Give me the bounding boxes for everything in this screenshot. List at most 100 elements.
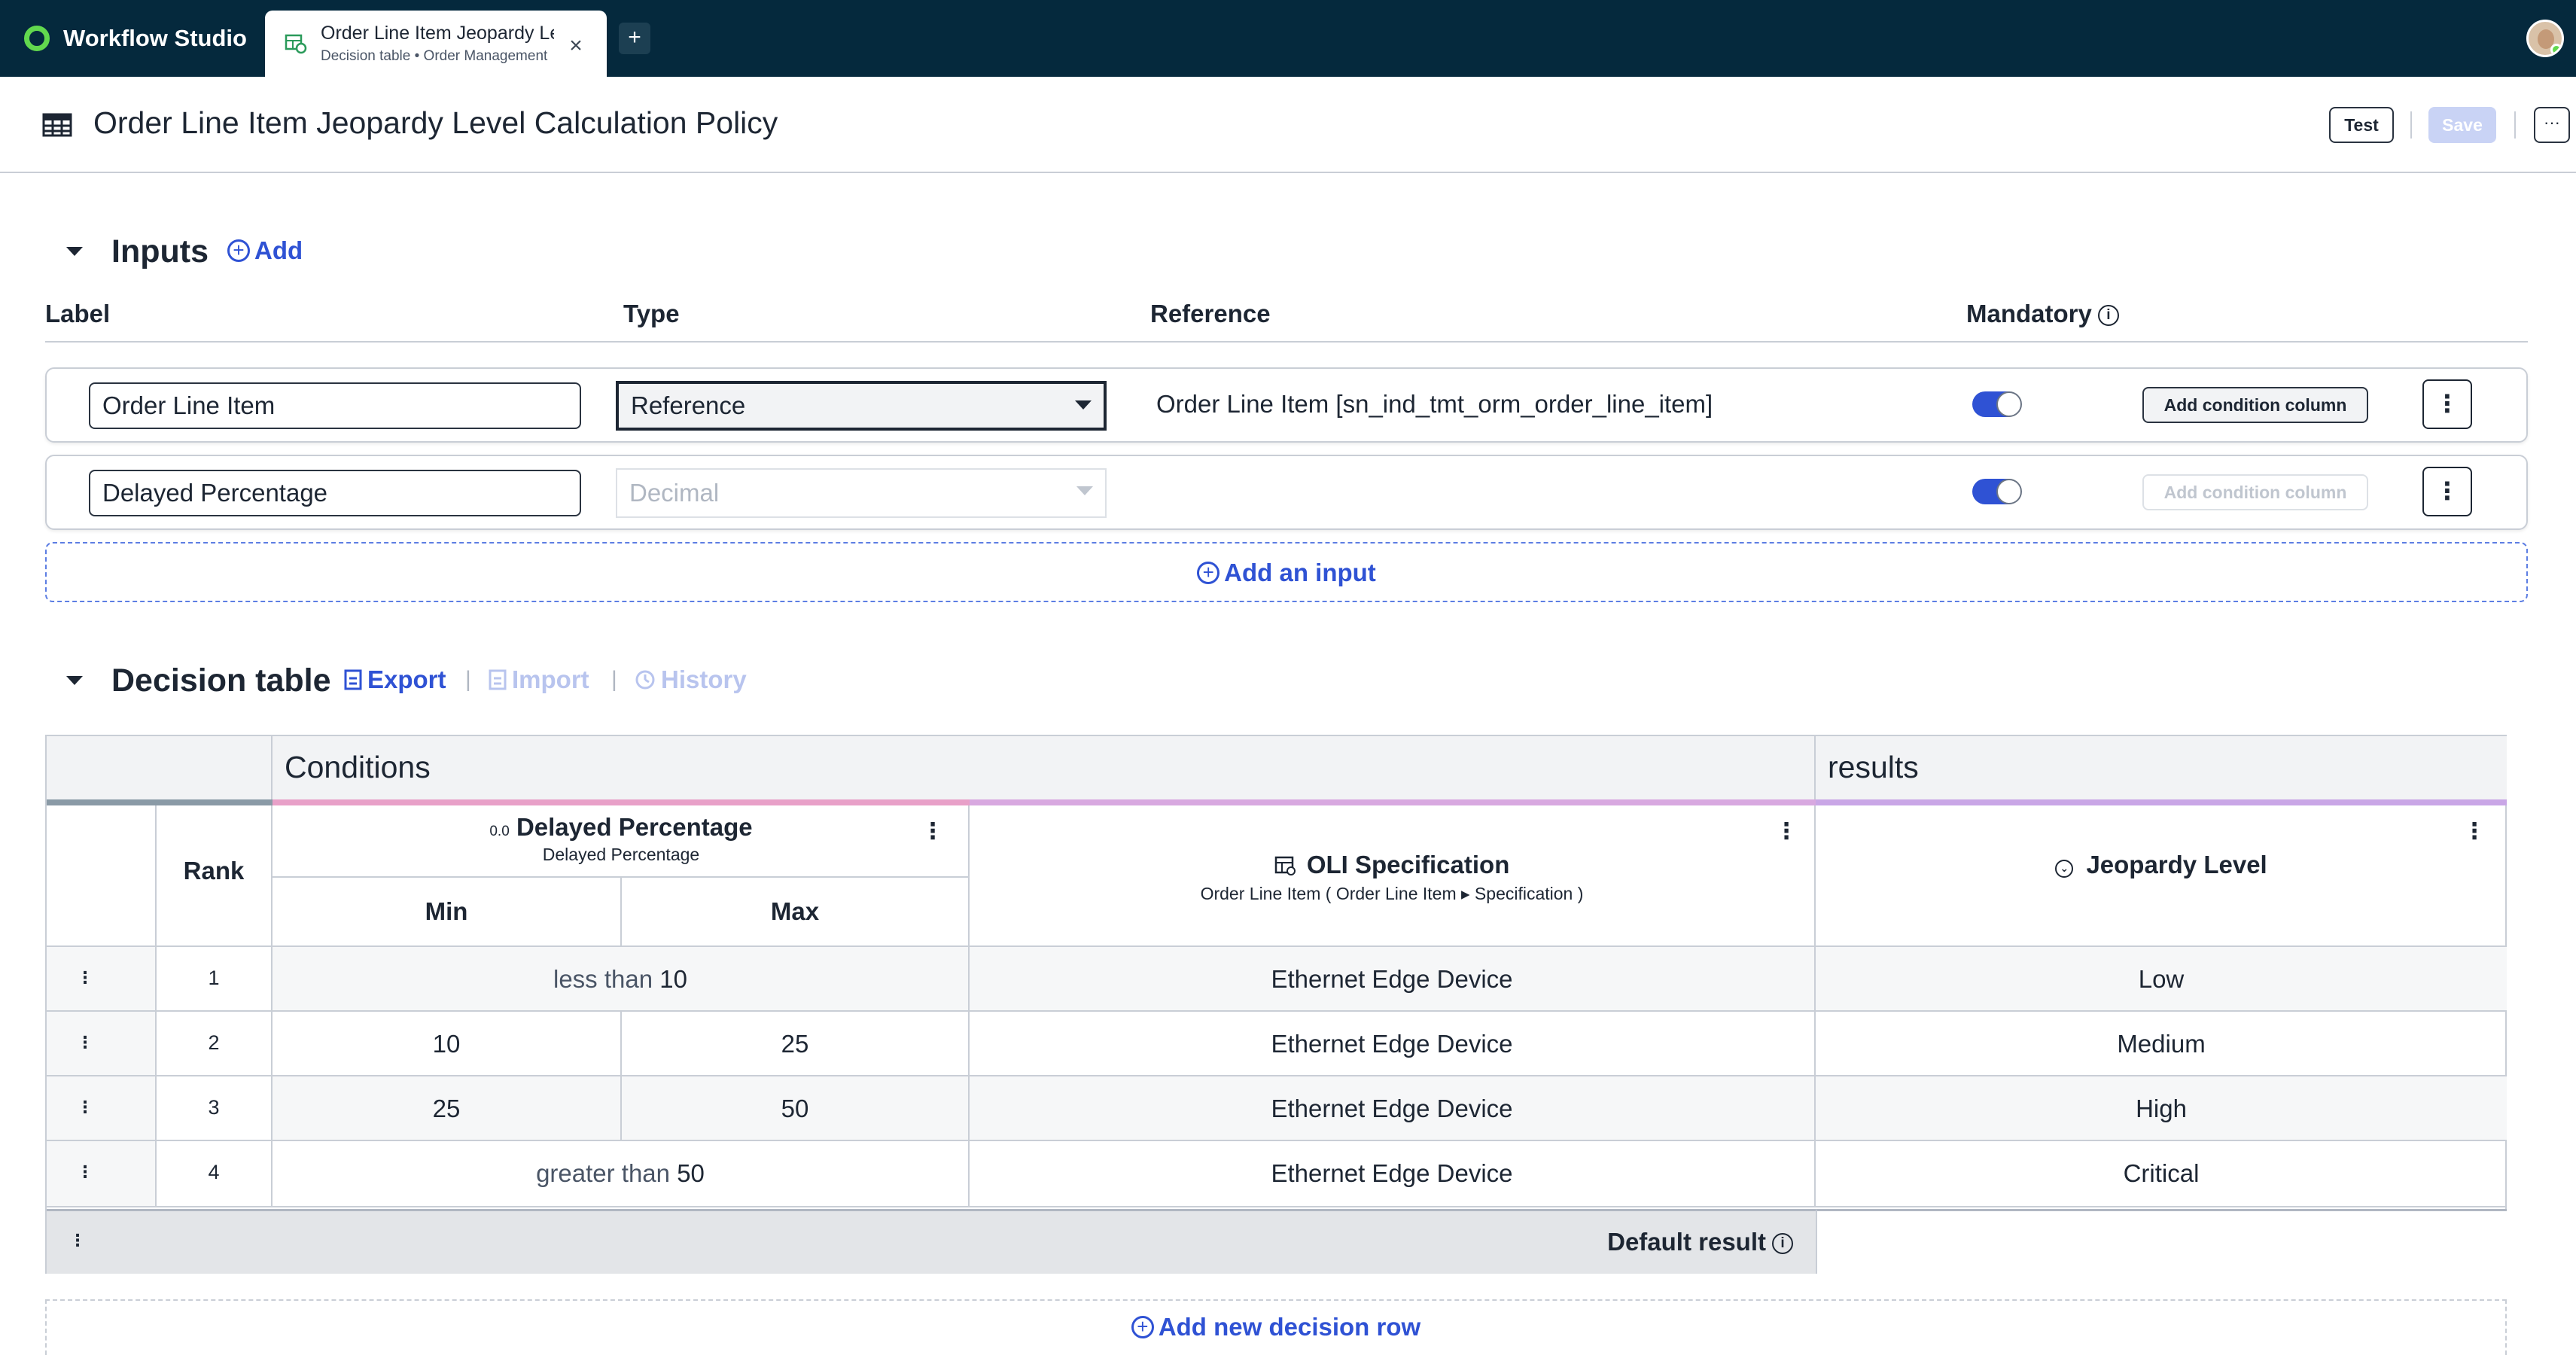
import-icon [489,669,507,690]
label-column-header: Label [45,300,111,327]
result-value: Medium [2117,1030,2206,1058]
delayed-percentage-subtitle: Delayed Percentage [542,845,700,864]
max-cell[interactable]: 50 [622,1076,970,1141]
jeopardy-level-column-header[interactable]: ⌄ Jeopardy Level ⋮ [1816,805,2507,947]
range-operator: less than [553,965,653,993]
test-button[interactable]: Test [2329,107,2394,143]
oli-value: Ethernet Edge Device [1271,1095,1513,1122]
info-icon[interactable]: i [1772,1233,1793,1255]
inputs-section-title: Inputs [111,233,209,269]
kebab-icon[interactable]: ⋮ [77,968,93,987]
add-an-input-label: Add an input [1224,559,1376,586]
add-circle-icon: + [227,239,250,262]
range-value: greater than 50 [273,1159,968,1188]
oli-cell[interactable]: Ethernet Edge Device [970,1141,1816,1207]
delayed-percentage-label: Delayed Percentage [516,813,753,841]
row-handle[interactable]: ⋮ [47,1141,157,1207]
range-cell[interactable]: less than 10 [273,947,970,1012]
kebab-icon[interactable]: ⋮ [77,1033,93,1052]
page-header: Order Line Item Jeopardy Level Calculati… [0,77,2576,173]
min-cell[interactable]: 10 [273,1012,622,1076]
decision-table: Conditions results Rank 0.0 Delayed Perc… [45,735,2507,1274]
default-result-row: ⋮ Default result i [47,1209,1816,1274]
reference-column-header: Reference [1150,300,1271,327]
rank-cell: 3 [157,1076,273,1141]
add-new-decision-row-link[interactable]: + Add new decision row [47,1313,2505,1341]
kebab-icon[interactable]: ⋮ [1775,819,1798,844]
row-handle[interactable]: ⋮ [47,1076,157,1141]
decimal-type-badge: 0.0 [489,824,510,839]
delayed-percentage-column-header[interactable]: 0.0 Delayed Percentage Delayed Percentag… [273,805,970,878]
save-button[interactable]: Save [2428,107,2496,143]
oli-specification-column-header[interactable]: OLI Specification Order Line Item ( Orde… [970,805,1816,947]
results-color-strip [1816,799,2507,805]
oli-specification-label: OLI Specification [1306,851,1510,878]
tab-decision-table[interactable]: Order Line Item Jeopardy Level Calculati… [265,11,607,77]
oli-value: Ethernet Edge Device [1271,1030,1513,1058]
kebab-icon[interactable]: ⋮ [69,1231,86,1250]
rank-value: 3 [208,1096,220,1119]
row-handle[interactable]: ⋮ [47,1012,157,1076]
max-cell[interactable]: 25 [622,1012,970,1076]
export-icon [344,669,362,690]
oli-cell[interactable]: Ethernet Edge Device [970,947,1816,1012]
min-cell[interactable]: 25 [273,1076,622,1141]
mandatory-toggle[interactable] [1972,391,2022,417]
add-decision-row-area[interactable]: + Add new decision row [45,1299,2507,1355]
add-condition-column-button[interactable]: Add condition column [2142,387,2368,423]
info-icon[interactable]: i [2097,305,2119,327]
input-type-value: Decimal [629,479,720,507]
import-link: Import [488,665,589,694]
plus-icon[interactable]: + [619,23,650,54]
type-column-header: Type [623,300,680,327]
kebab-icon[interactable]: ⋮ [2422,379,2472,429]
rank-cell: 1 [157,947,273,1012]
range-cell[interactable]: greater than 50 [273,1141,970,1207]
divider: | [611,667,617,692]
divider [2410,111,2412,139]
add-input-area[interactable]: + Add an input [45,542,2528,602]
row-handle[interactable]: ⋮ [47,947,157,1012]
divider: | [465,667,471,692]
oli-cell[interactable]: Ethernet Edge Device [970,1076,1816,1141]
input-type-select[interactable]: Reference [616,381,1107,431]
decision-table-icon [285,34,307,54]
oli-cell[interactable]: Ethernet Edge Device [970,1012,1816,1076]
toggle-knob [1996,479,2022,504]
conditions-label: Conditions [285,750,431,784]
tab-title: Order Line Item Jeopardy Level Calculati… [321,23,554,44]
kebab-icon[interactable]: ⋮ [77,1162,93,1181]
close-icon[interactable]: × [569,33,583,58]
max-label: Max [770,897,820,925]
kebab-icon[interactable]: ⋮ [921,819,944,844]
input-label-field[interactable]: Order Line Item [89,382,581,429]
avatar[interactable] [2526,20,2564,57]
online-status-dot [2550,44,2562,55]
chevron-down-icon [1075,400,1092,410]
result-cell[interactable]: High [1816,1076,2507,1141]
mandatory-toggle[interactable] [1972,479,2022,504]
kebab-icon[interactable]: ⋮ [77,1098,93,1116]
oli-value: Ethernet Edge Device [1271,1159,1513,1187]
default-result-cell[interactable] [1816,1209,2507,1274]
result-cell[interactable]: Low [1816,947,2507,1012]
chevron-down-icon[interactable] [66,676,83,685]
result-cell[interactable]: Critical [1816,1141,2507,1207]
avatar-face [2538,29,2554,49]
rank-value: 1 [208,967,220,989]
kebab-icon[interactable]: ⋮ [2463,819,2486,844]
export-link[interactable]: Export [343,665,446,694]
range-value: less than 10 [273,965,968,994]
divider [45,341,2528,343]
add-input-link[interactable]: + Add [227,236,303,265]
input-label-field[interactable]: Delayed Percentage [89,470,581,516]
add-new-decision-row-label: Add new decision row [1158,1313,1421,1341]
result-cell[interactable]: Medium [1816,1012,2507,1076]
kebab-icon[interactable]: ⋮ [2422,467,2472,516]
brand[interactable]: Workflow Studio [24,23,247,54]
add-an-input-link[interactable]: + Add an input [47,559,2526,587]
add-circle-icon: + [1131,1316,1154,1338]
more-options-button[interactable]: ··· [2534,107,2570,143]
chevron-down-icon[interactable] [66,247,83,256]
app-name: Workflow Studio [63,25,247,51]
